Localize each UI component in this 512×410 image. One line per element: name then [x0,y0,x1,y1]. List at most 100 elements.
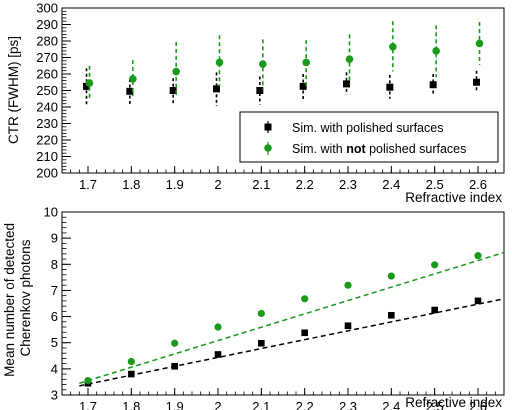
ctr-point-polished [169,87,177,94]
photons-x-tick-label: 1.9 [166,399,184,410]
photons-point-polished [474,297,482,305]
ctr-legend: Sim. with polished surfaces Sim. with no… [239,111,499,163]
ctr-x-tick-label: 2.6 [469,177,487,192]
legend-entry-polished: Sim. with polished surfaces [264,121,443,135]
photons-y-tick-label: 9 [51,231,58,246]
photons-point-not-polished [214,323,222,331]
photons-point-not-polished [127,357,135,366]
photons-y-tick-label: 4 [51,361,58,376]
ctr-y-axis-title: CTR (FWHM) [ps] [6,36,21,144]
ctr-x-tick-label: 2.4 [382,177,400,192]
ctr-x-tick-label: 2.1 [252,177,270,192]
photons-x-tick-label: 2.1 [252,399,270,410]
legend-not-polished-label-bold: not [346,142,366,156]
photons-fit-line-polished [79,298,505,387]
photons-x-tick-label: 2 [214,399,221,410]
ctr-point-polished [213,85,220,93]
ctr-point-polished [386,83,394,91]
ctr-x-tick-label: 1.8 [122,177,140,192]
photons-point-not-polished [257,309,265,318]
photons-point-not-polished [431,261,439,269]
photons-plot-frame [61,211,505,396]
photons-point-not-polished [171,339,179,347]
photons-y-tick-label: 6 [51,309,58,324]
ctr-series [83,21,484,107]
ctr-x-tick-label: 2 [214,177,221,192]
photons-x-tick-label: 2.6 [469,399,487,410]
ctr-point-not-polished [432,47,440,55]
photons-x-tick-label: 1.8 [122,399,140,410]
photons-y-axis-title-line-1: Mean number of detected [2,223,17,377]
photons-point-polished [301,329,308,337]
photons-series [79,251,505,387]
photons-point-polished [171,362,178,370]
ctr-x-tick-label: 2.2 [296,177,314,192]
ctr-point-not-polished [345,55,354,63]
photons-x-tick-label: 2.3 [339,399,357,410]
ctr-y-tick-label: 300 [36,1,58,16]
ctr-point-polished [126,87,134,95]
photons-point-polished [214,351,222,358]
legend-not-polished-marker [264,144,272,152]
photons-point-polished [258,339,265,347]
photons-point-polished [344,322,352,330]
photons-point-not-polished [474,252,482,260]
ctr-y-tick-label: 250 [36,83,58,98]
ctr-y-tick-label: 280 [36,34,58,49]
ctr-point-polished [256,87,264,94]
photons-point-not-polished [301,295,309,303]
photons-panel: 1.7 1.8 1.9 2 2.1 2.2 2.3 2.4 2.5 2.6 3 4 5 6 7 8 9 10 Me… [2,205,505,410]
photons-x-tick-label: 2.5 [426,399,444,410]
photons-point-not-polished [344,281,352,289]
photons-point-not-polished [84,377,92,385]
ctr-y-tick-label: 220 [36,133,58,148]
ctr-point-not-polished [129,75,137,83]
ctr-y-tick-label: 200 [36,166,58,181]
ctr-point-polished [343,80,350,88]
photons-x-tick-label: 1.7 [79,399,97,410]
photons-y-tick-label: 7 [51,283,58,298]
legend-not-polished-label: Sim. with not polished surfaces [292,142,466,156]
ctr-x-axis-title: Refractive index [405,190,502,205]
ctr-y-tick-label: 270 [36,50,58,65]
photons-point-polished [128,370,135,378]
photons-fit-line-not-polished [79,251,505,384]
photons-axes: 1.7 1.8 1.9 2 2.1 2.2 2.3 2.4 2.5 2.6 3 4 5 6 7 8 9 10 [44,205,505,410]
photons-point-not-polished [387,272,395,280]
ctr-point-not-polished [215,58,224,67]
legend-polished-label: Sim. with polished surfaces [292,121,443,135]
ctr-y-tick-label: 210 [36,149,58,164]
photons-x-axis-title: Refractive index [405,395,502,410]
legend-polished-marker [264,123,272,131]
ctr-point-not-polished [172,67,180,76]
ctr-x-tick-label: 1.7 [79,177,97,192]
photons-y-tick-label: 8 [51,257,58,272]
ctr-y-tick-label: 240 [36,100,58,115]
photons-x-tick-label: 2.4 [382,399,400,410]
photons-y-tick-label: 10 [44,205,58,220]
legend-not-polished-label-tail: polished surfaces [366,142,467,156]
ctr-point-not-polished [85,79,94,87]
ctr-point-not-polished [302,58,310,67]
ctr-x-tick-label: 1.9 [166,177,184,192]
ctr-x-tick-label: 2.5 [426,177,444,192]
ctr-point-polished [83,82,90,90]
photons-y-tick-label: 5 [51,335,58,350]
ctr-x-tick-label: 2.3 [339,177,357,192]
ctr-point-polished [299,82,307,90]
ctr-point-polished [429,81,437,89]
ctr-legend-box [239,111,499,163]
photons-y-tick-label: 3 [51,388,58,403]
ctr-point-not-polished [259,60,267,68]
ctr-y-tick-label: 260 [36,67,58,82]
photons-point-polished [388,311,395,319]
ctr-y-tick-label: 290 [36,17,58,32]
ctr-point-polished [473,78,480,86]
photons-y-axis-title: Mean number of detected Cherenkov photon… [2,219,33,377]
legend-not-polished-label-head: Sim. with [292,142,346,156]
ctr-y-tick-label: 230 [36,116,58,131]
photons-point-polished [431,306,438,314]
